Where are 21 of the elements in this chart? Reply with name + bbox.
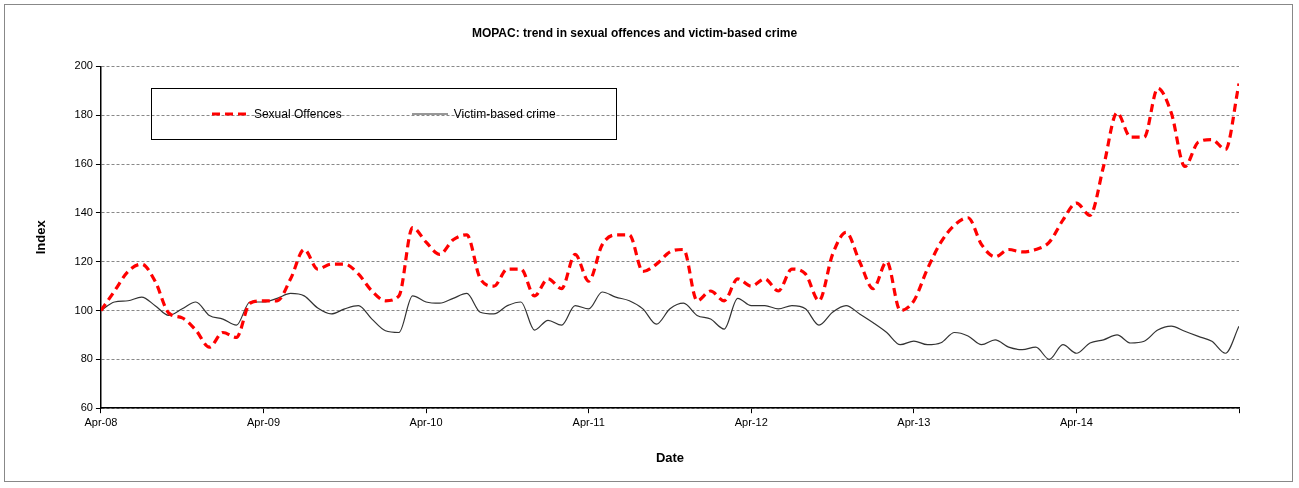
x-tick-label: Apr-08 <box>84 415 118 428</box>
x-tick-label: Apr-09 <box>247 415 281 428</box>
x-tick-label: Apr-12 <box>734 415 768 428</box>
y-tick-label: 160 <box>74 157 93 170</box>
y-tick-label: 120 <box>74 254 93 267</box>
x-tick-label: Apr-11 <box>572 415 605 428</box>
x-tick-label: Apr-10 <box>409 415 443 428</box>
x-axis-title: Date <box>655 449 685 465</box>
legend-label: Victim-based crime <box>453 107 556 122</box>
y-tick-label: 200 <box>74 59 93 72</box>
y-tick-label: 60 <box>80 401 93 414</box>
y-tick-label: 100 <box>74 303 93 316</box>
legend-label: Sexual Offences <box>253 107 342 122</box>
y-axis-title: Index <box>33 219 49 255</box>
x-tick-label: Apr-13 <box>897 415 931 428</box>
line-series <box>100 81 1239 349</box>
x-tick-label: Apr-14 <box>1059 415 1093 428</box>
y-tick-label: 140 <box>74 205 93 218</box>
chart-title: MOPAC: trend in sexual offences and victim-based crime <box>471 25 798 40</box>
y-tick-label: 180 <box>74 108 93 121</box>
y-tick-label: 80 <box>80 352 93 365</box>
